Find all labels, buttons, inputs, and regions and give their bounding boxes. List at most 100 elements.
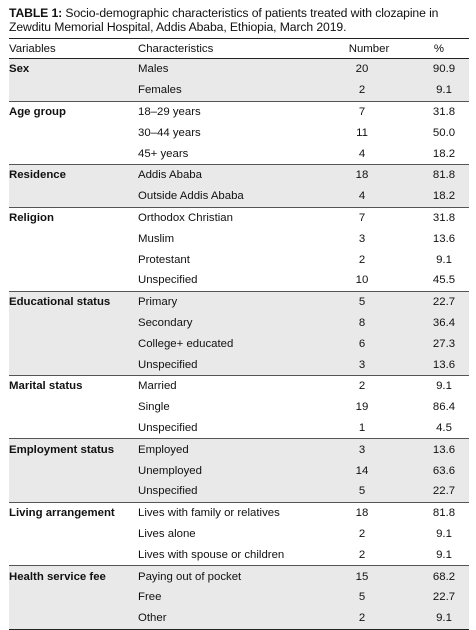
- variable-cell: [9, 333, 138, 355]
- variable-cell: [9, 249, 138, 270]
- percent-cell: 81.8: [409, 501, 469, 524]
- number-cell: 20: [329, 58, 409, 80]
- number-cell: 11: [356, 126, 368, 139]
- percent-cell: 36.4: [409, 312, 469, 334]
- characteristic-cell: Lives with family or relatives: [138, 501, 329, 524]
- percent-cell: 63.6: [409, 460, 469, 481]
- table-row: Living arrangement Lives with family or r…: [9, 501, 469, 524]
- variable-cell: Sex: [9, 58, 138, 80]
- table-row: Free 5 22.7: [9, 586, 469, 608]
- table-row: Protestant 2 9.1: [9, 249, 469, 270]
- variable-cell: [9, 312, 138, 334]
- table-body: Sex Males 20 90.9 Females 2 9.1 Age group 18–29 …: [9, 58, 469, 630]
- table-row: 30–44 years 11 50.0: [9, 122, 469, 143]
- percent-cell: 31.8: [409, 206, 469, 229]
- percent-cell: 22.7: [409, 290, 469, 313]
- table-row: Religion Orthodox Christian 7 31.8: [9, 206, 469, 229]
- variable-cell: [9, 79, 138, 102]
- number-cell: 14: [329, 460, 409, 481]
- variable-cell: [9, 418, 138, 439]
- table-row: Other 2 9.1: [9, 607, 469, 630]
- table-row: Residence Addis Ababa 18 81.8: [9, 163, 469, 186]
- table-row: Unspecified 10 45.5: [9, 270, 469, 291]
- number-cell: 5: [329, 586, 409, 608]
- variable-cell: Religion: [9, 206, 138, 229]
- characteristic-cell: Married: [138, 374, 329, 397]
- percent-cell: 27.3: [409, 333, 469, 355]
- number-cell: 2: [329, 79, 409, 102]
- percent-cell: 45.5: [432, 274, 456, 287]
- number-cell: 7: [329, 100, 409, 123]
- characteristic-cell: Females: [138, 79, 329, 102]
- percent-cell: 9.1: [409, 374, 469, 397]
- table-row: Lives with spouse or children 2 9.1: [9, 544, 469, 565]
- percent-cell: 9.1: [436, 253, 452, 266]
- variable-cell: [9, 460, 138, 481]
- table-row: 45+ years 4 18.2: [9, 143, 469, 164]
- characteristic-cell: Orthodox Christian: [138, 206, 329, 229]
- variable-cell: [9, 270, 138, 291]
- table-row: Employment status Employed 3 13.6: [9, 438, 469, 461]
- characteristic-cell: Free: [138, 586, 329, 608]
- variable-cell: [9, 122, 138, 143]
- number-cell: 8: [329, 312, 409, 334]
- table-header-row: Variables Characteristics Number %: [9, 38, 469, 59]
- number-cell: 15: [329, 565, 409, 587]
- header-variables: Variables: [9, 38, 138, 59]
- table-row: Sex Males 20 90.9: [9, 58, 469, 80]
- table-caption: TABLE 1: Socio-demographic characteristi…: [9, 6, 472, 34]
- number-cell: 2: [358, 527, 366, 540]
- characteristic-cell: Unemployed: [138, 460, 329, 481]
- characteristic-cell: Secondary: [138, 312, 329, 334]
- percent-cell: 68.2: [409, 565, 469, 587]
- variable-cell: [9, 228, 138, 249]
- percent-cell: 31.8: [409, 100, 469, 123]
- table-caption-label: TABLE 1:: [9, 6, 63, 20]
- characteristic-cell: Unspecified: [138, 274, 198, 287]
- number-cell: 5: [329, 480, 409, 503]
- characteristic-cell: 30–44 years: [138, 126, 201, 139]
- number-cell: 18: [329, 501, 409, 524]
- characteristic-cell: Unspecified: [138, 354, 329, 376]
- number-cell: 19: [355, 401, 369, 414]
- percent-cell: 22.7: [409, 480, 469, 503]
- number-cell: 2: [329, 607, 409, 630]
- number-cell: 10: [355, 274, 369, 287]
- number-cell: 7: [329, 206, 409, 229]
- characteristic-cell: College+ educated: [138, 333, 329, 355]
- table-row: Females 2 9.1: [9, 79, 469, 102]
- variable-cell: [9, 397, 138, 418]
- header-percent: %: [409, 38, 469, 59]
- table-row: Unspecified 5 22.7: [9, 480, 469, 503]
- variable-cell: Age group: [9, 100, 138, 123]
- number-cell: 3: [329, 438, 409, 461]
- percent-cell: 9.1: [409, 607, 469, 630]
- number-cell: 2: [358, 253, 366, 266]
- percent-cell: 9.1: [436, 527, 452, 540]
- characteristic-cell: Lives with spouse or children: [138, 548, 285, 561]
- characteristic-cell: Protestant: [138, 253, 190, 266]
- number-cell: 5: [329, 290, 409, 313]
- percent-cell: 9.1: [409, 79, 469, 102]
- characteristic-cell: Primary: [138, 290, 329, 313]
- characteristic-cell: Addis Ababa: [138, 163, 329, 186]
- variable-cell: [9, 354, 138, 376]
- table-row: Muslim 3 13.6: [9, 228, 469, 249]
- percent-cell: 13.6: [409, 438, 469, 461]
- table-row: Age group 18–29 years 7 31.8: [9, 100, 469, 123]
- demographics-table: Variables Characteristics Number % Sex Ma…: [9, 38, 469, 630]
- header-number: Number: [329, 38, 409, 59]
- variable-cell: Marital status: [9, 374, 138, 397]
- variable-cell: [9, 143, 138, 164]
- percent-cell: 50.0: [432, 126, 456, 139]
- number-cell: 4: [358, 147, 366, 160]
- table-row: Outside Addis Ababa 4 18.2: [9, 185, 469, 208]
- percent-cell: 86.4: [432, 401, 456, 414]
- table-row: Unspecified 1 4.5: [9, 418, 469, 439]
- variable-cell: Health service fee: [9, 565, 138, 587]
- table-row: Unemployed 14 63.6: [9, 460, 469, 481]
- header-characteristics: Characteristics: [138, 38, 329, 59]
- characteristic-cell: Lives alone: [138, 527, 196, 540]
- table-row: College+ educated 6 27.3: [9, 333, 469, 355]
